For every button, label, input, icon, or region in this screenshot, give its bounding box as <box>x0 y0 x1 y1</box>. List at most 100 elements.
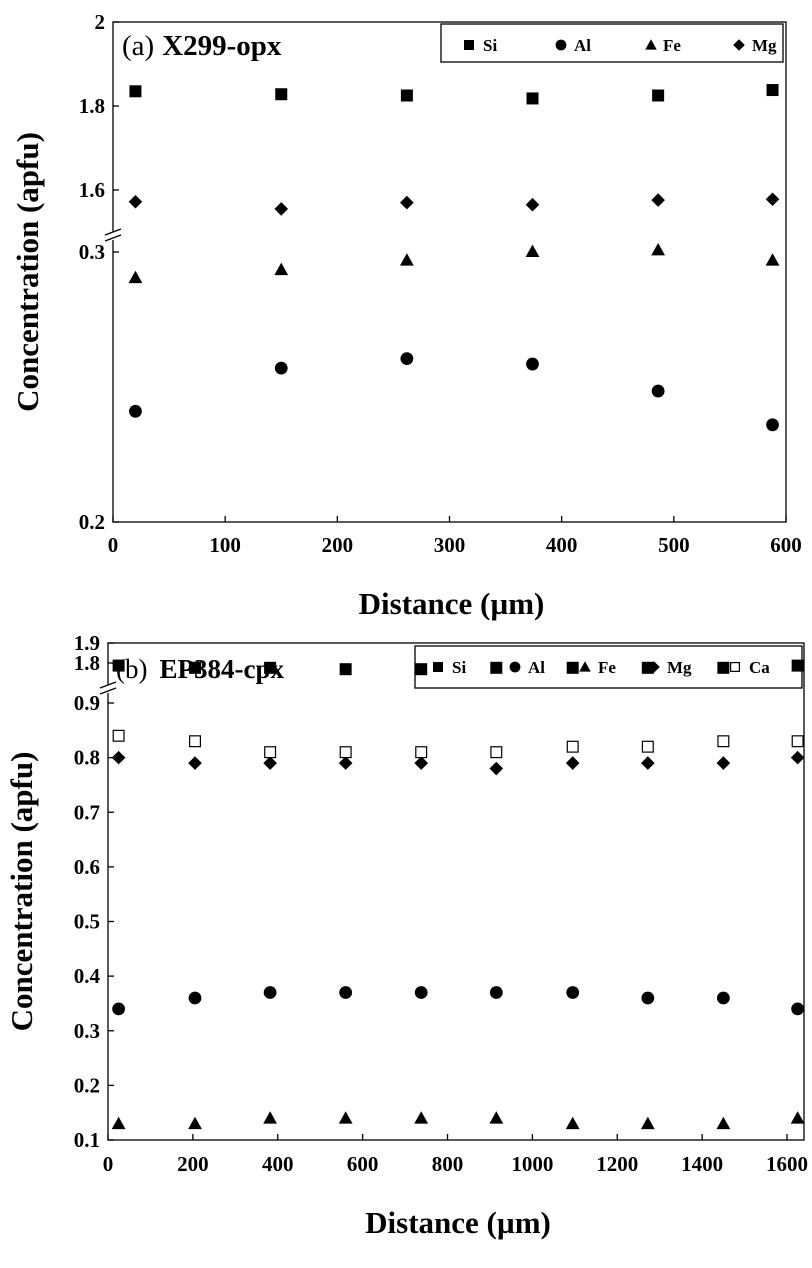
x-tick-label: 400 <box>262 1152 294 1176</box>
series-ca <box>112 729 804 759</box>
panel-title: (a) X299-opx <box>122 30 282 62</box>
data-point-al <box>339 986 353 999</box>
series-si <box>129 84 779 105</box>
data-point-fe <box>489 1111 504 1124</box>
data-point-fe <box>414 1111 429 1124</box>
data-point-ca <box>791 735 804 748</box>
data-point-fe <box>338 1111 353 1124</box>
data-point-mg <box>641 756 655 770</box>
legend-marker-mg <box>648 661 660 673</box>
data-point-fe <box>765 253 780 266</box>
x-tick-label: 1600 <box>766 1152 808 1176</box>
legend-label-mg: Mg <box>752 36 777 55</box>
y-tick-label: 1.8 <box>79 94 105 118</box>
data-point-fe <box>651 242 666 256</box>
data-point-ca <box>112 729 125 742</box>
data-point-al <box>489 986 503 999</box>
legend: Si Al Fe Mg <box>440 23 784 63</box>
data-point-si <box>566 661 579 674</box>
data-point-fe <box>790 1111 805 1124</box>
data-point-ca <box>339 746 352 759</box>
legend-label-mg: Mg <box>667 658 692 677</box>
data-point-al <box>526 357 539 371</box>
data-point-mg <box>400 195 414 210</box>
data-point-fe <box>399 253 414 266</box>
data-point-si <box>339 663 352 676</box>
data-point-mg <box>525 197 540 212</box>
y-tick-label: 0.3 <box>74 1019 100 1043</box>
x-tick-label: 1000 <box>511 1152 553 1176</box>
data-point-si <box>415 663 428 676</box>
data-point-fe <box>263 1111 278 1124</box>
y-tick-label: 0.2 <box>79 510 105 534</box>
data-point-al <box>791 1002 805 1016</box>
legend-marker-mg <box>733 39 745 51</box>
axis-break-mark <box>104 234 122 242</box>
legend-label-fe: Fe <box>663 36 681 55</box>
chart-panel-a: 2 1.8 1.6 0.3 0.20 100 200 300 400 500 600 Distance… <box>10 10 802 621</box>
x-tick-label: 600 <box>770 533 802 557</box>
data-point-mg <box>274 202 289 216</box>
data-point-al <box>766 418 779 432</box>
data-point-mg <box>414 756 428 770</box>
data-point-mg <box>338 756 353 770</box>
y-axis-title: Concentration (apfu) <box>10 132 45 412</box>
axis-break-gap <box>103 232 123 240</box>
series-al <box>112 986 805 1016</box>
data-point-ca <box>490 746 503 759</box>
data-point-si <box>112 659 125 672</box>
y-tick-label: 0.9 <box>74 691 100 715</box>
data-point-fe <box>128 270 143 284</box>
data-point-si <box>264 661 277 674</box>
data-point-fe <box>716 1116 731 1130</box>
data-point-si <box>641 661 654 674</box>
data-point-fe <box>640 1116 655 1130</box>
data-point-fe <box>274 262 289 276</box>
data-point-si <box>275 88 288 101</box>
data-point-ca <box>641 740 654 753</box>
series-fe <box>128 242 780 284</box>
data-point-al <box>566 986 580 999</box>
data-point-si <box>400 89 413 102</box>
data-point-al <box>188 991 202 1005</box>
panel-title-name: EP384-cpx <box>159 654 284 684</box>
data-point-mg <box>111 750 126 765</box>
x-axis-title: Distance (µm) <box>359 586 545 621</box>
plot-frame <box>107 642 805 1141</box>
x-tick-label: 800 <box>432 1152 464 1176</box>
series-al <box>129 352 779 432</box>
data-point-mg <box>263 756 277 770</box>
data-point-fe <box>188 1116 202 1130</box>
data-point-al <box>400 352 414 366</box>
legend-label-si: Si <box>452 658 466 677</box>
y-tick-label: 0.5 <box>74 910 100 934</box>
y-axis-title: Concentration (apfu) <box>4 752 39 1032</box>
series-fe <box>111 1111 805 1130</box>
data-point-mg <box>651 193 665 207</box>
legend-marker-si <box>433 662 443 672</box>
axis-break-gap <box>98 685 118 693</box>
y-tick-label: 0.8 <box>74 746 100 770</box>
data-point-mg <box>128 194 143 209</box>
panel-title-prefix: (a) <box>122 30 154 62</box>
y-tick-label: 0.6 <box>74 855 100 879</box>
data-point-al <box>651 384 665 398</box>
legend-marker-ca <box>729 661 740 672</box>
legend-label-al: Al <box>528 658 545 677</box>
legend-label-al: Al <box>574 36 591 55</box>
y-tick-label: 0.1 <box>74 1128 100 1152</box>
data-point-mg <box>489 761 504 776</box>
data-point-ca <box>717 735 730 748</box>
x-tick-label: 200 <box>322 533 354 557</box>
series-mg <box>111 750 805 776</box>
axis-break-mark <box>99 681 117 689</box>
x-tick-label: 0 <box>103 1152 114 1176</box>
data-point-si <box>766 84 779 97</box>
data-point-mg <box>765 192 780 207</box>
data-point-al <box>263 986 277 999</box>
legend: Si Al Fe Mg Ca <box>414 645 803 689</box>
legend-marker-fe <box>579 661 591 672</box>
legend-marker-si <box>464 40 474 50</box>
data-point-ca <box>566 740 579 753</box>
